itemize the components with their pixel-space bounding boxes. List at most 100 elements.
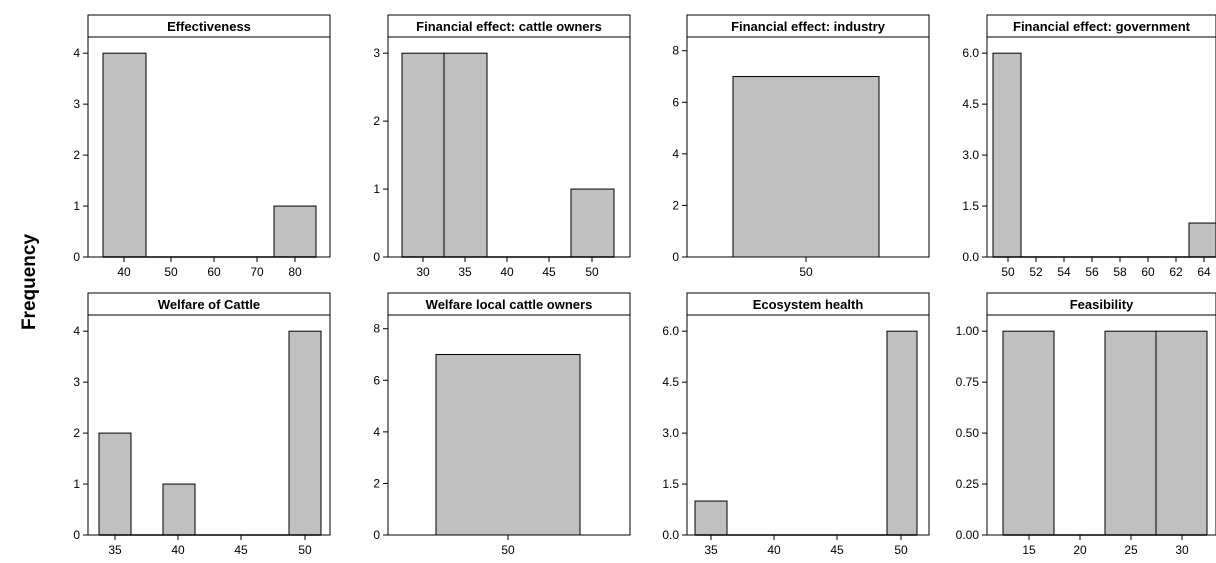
x-tick-label: 45 [542,265,556,279]
bar [1104,330,1157,536]
y-tick-label: 3 [73,97,80,111]
panel-2: Financial effect: cattle owners 0 1 2 3 30 35 4… [373,14,631,279]
bar [992,52,1022,258]
x-tick-label: 58 [1113,265,1127,279]
y-tick-label: 2 [373,476,380,490]
bar [98,432,132,536]
panel-7: Ecosystem health 0.0 1.5 3.0 4.5 6.0 35 40 45 50 [662,292,930,557]
y-tick-label: 0 [373,250,380,264]
y-tick-label: 3 [73,375,80,389]
x-tick-label: 40 [171,543,185,557]
panel-title: Welfare local cattle owners [426,297,593,312]
x-tick-label: 64 [1197,265,1211,279]
x-tick-label: 45 [830,543,844,557]
y-tick-label: 6.0 [962,46,979,60]
y-tick-label: 2 [373,114,380,128]
y-tick-label: 6.0 [662,324,679,338]
bar [694,500,728,536]
y-tick-label: 3.0 [962,148,979,162]
y-tick-label: 1 [73,199,80,213]
x-tick-label: 20 [1073,543,1087,557]
y-tick-label: 0.00 [956,528,980,542]
x-tick-label: 50 [298,543,312,557]
bar [102,52,147,258]
y-tick-label: 6 [373,373,380,387]
y-tick-label: 0.0 [662,528,679,542]
panel-title: Feasibility [1070,297,1134,312]
y-tick-label: 0.25 [956,477,980,491]
panel-frame [986,14,1216,258]
x-tick-label: 70 [250,265,264,279]
y-tick-label: 0 [672,250,679,264]
x-tick-label: 15 [1022,543,1036,557]
y-tick-label: 4 [373,425,380,439]
bar [886,330,918,536]
x-tick-label: 40 [500,265,514,279]
y-tick-label: 1 [73,477,80,491]
panel-4: Financial effect: government 0.0 1.5 3.0 4.5… [962,14,1216,279]
x-tick-label: 35 [108,543,122,557]
y-tick-label: 4 [672,147,679,161]
y-tick-label: 6 [672,95,679,109]
y-tick-label: 1.00 [956,324,980,338]
y-tick-label: 2 [73,148,80,162]
y-tick-label: 4 [73,46,80,60]
panel-title: Financial effect: cattle owners [416,19,602,34]
panel-5: Welfare of Cattle 0 1 2 3 4 35 40 45 50 [73,292,331,557]
x-tick-label: 35 [704,543,718,557]
panel-6: Welfare local cattle owners 0 2 4 6 8 50 [373,292,631,557]
y-tick-label: 4 [73,324,80,338]
bar [401,52,445,258]
x-tick-label: 54 [1057,265,1071,279]
x-tick-label: 35 [458,265,472,279]
x-tick-label: 56 [1085,265,1099,279]
panel-title: Ecosystem health [753,297,864,312]
panel-8: Feasibility 0.00 0.25 0.50 0.75 1.00 15 20 25 30 [956,292,1216,557]
bar [1002,330,1055,536]
bar [732,76,880,258]
y-tick-label: 3.0 [662,426,679,440]
y-tick-label: 0 [373,528,380,542]
x-tick-label: 50 [894,543,908,557]
panel-title: Effectiveness [167,19,251,34]
y-tick-label: 0.50 [956,426,980,440]
x-tick-label: 62 [1169,265,1183,279]
y-tick-label: 0 [73,528,80,542]
x-tick-label: 45 [234,543,248,557]
x-tick-label: 30 [1175,543,1189,557]
panel-title: Welfare of Cattle [158,297,260,312]
panel-1: Effectiveness 0 1 2 3 4 40 50 60 70 80 [73,14,331,279]
bar [1188,222,1216,258]
y-tick-label: 0.0 [962,250,979,264]
x-tick-label: 52 [1029,265,1043,279]
x-tick-label: 50 [164,265,178,279]
x-tick-label: 40 [117,265,131,279]
x-tick-label: 50 [799,265,813,279]
y-tick-label: 4.5 [962,97,979,111]
bar [162,483,196,536]
x-tick-label: 50 [585,265,599,279]
bar [435,354,581,536]
y-tick-label: 3 [373,46,380,60]
bar [288,330,322,536]
y-tick-label: 1.5 [662,477,679,491]
x-tick-label: 50 [501,543,515,557]
bar [1155,330,1208,536]
y-tick-label: 4.5 [662,375,679,389]
y-tick-label: 0.75 [956,375,980,389]
x-tick-label: 30 [416,265,430,279]
x-tick-label: 60 [1141,265,1155,279]
x-tick-label: 80 [288,265,302,279]
bar [570,188,615,258]
y-tick-label: 1 [373,182,380,196]
bar [273,205,317,258]
y-tick-label: 8 [672,44,679,58]
y-tick-label: 2 [73,426,80,440]
x-tick-label: 25 [1124,543,1138,557]
y-tick-label: 8 [373,322,380,336]
y-tick-label: 1.5 [962,199,979,213]
panel-title: Financial effect: government [1013,19,1191,34]
y-tick-label: 0 [73,250,80,264]
panel-3: Financial effect: industry 0 2 4 6 8 50 [672,14,930,279]
